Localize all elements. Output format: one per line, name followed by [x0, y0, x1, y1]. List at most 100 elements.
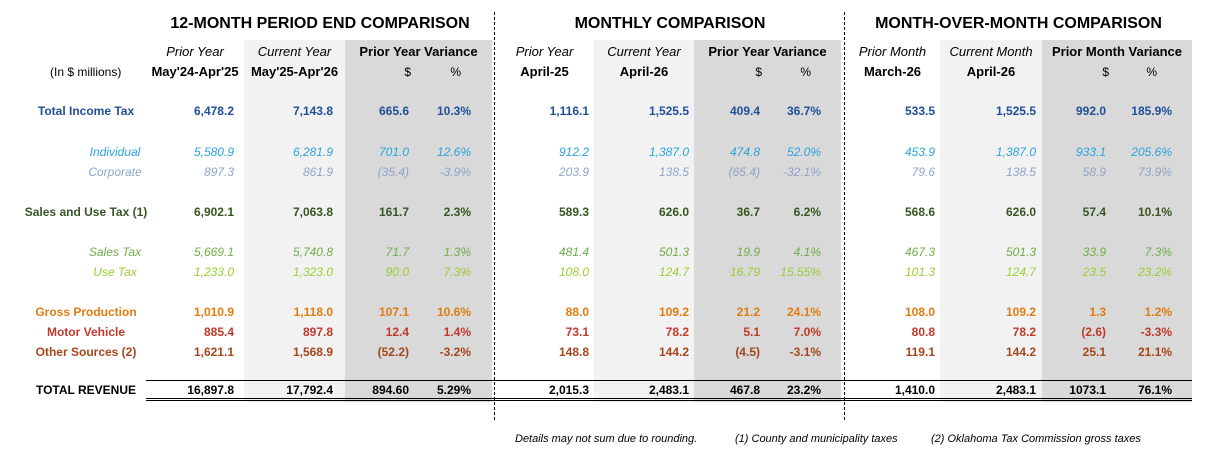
cell-sales_use-2: 161.7: [378, 205, 409, 219]
cell-gross-9: 109.2: [1005, 305, 1036, 319]
cell-gross-3: 10.6%: [436, 305, 471, 319]
cell-corporate-4: 203.9: [558, 165, 589, 179]
cell-sales_use-9: 626.0: [1005, 205, 1036, 219]
cell-gross-4: 88.0: [565, 305, 589, 319]
cell-corporate-1: 861.9: [302, 165, 333, 179]
cell-individual-6: 474.8: [729, 145, 760, 159]
row-label-use: Use Tax: [93, 265, 137, 279]
cell-corporate-6: (65.4): [728, 165, 760, 179]
cell-income-0: 6,478.2: [193, 104, 234, 118]
mom-current-shade: [940, 40, 1042, 402]
cell-sales-3: 1.3%: [443, 245, 471, 259]
cell-sales_use-7: 6.2%: [793, 205, 821, 219]
section-divider: [494, 12, 495, 420]
cell-use-11: 23.2%: [1137, 265, 1172, 279]
cell-motor-5: 78.2: [665, 325, 689, 339]
row-label-total: TOTAL REVENUE: [35, 383, 136, 397]
cell-use-6: 16.79: [729, 265, 760, 279]
cell-use-2: 90.0: [385, 265, 409, 279]
units-label: (In $ millions): [50, 65, 122, 79]
cell-corporate-7: -32.1%: [782, 165, 821, 179]
cell-gross-0: 1,010.9: [193, 305, 234, 319]
cell-sales_use-11: 10.1%: [1137, 205, 1172, 219]
row-label-motor: Motor Vehicle: [46, 325, 126, 339]
cell-corporate-8: 79.6: [911, 165, 935, 179]
cell-individual-9: 1,387.0: [995, 145, 1036, 159]
cell-income-4: 1,116.1: [549, 104, 589, 118]
cell-individual-1: 6,281.9: [292, 145, 333, 159]
cell-income-6: 409.4: [729, 104, 760, 118]
cell-individual-10: 933.1: [1075, 145, 1106, 159]
cell-sales-11: 7.3%: [1144, 245, 1172, 259]
cell-motor-2: 12.4: [385, 325, 409, 339]
cell-individual-4: 912.2: [558, 145, 589, 159]
mom-dollar-header: $: [1102, 65, 1109, 79]
cell-individual-2: 701.0: [378, 145, 409, 159]
period-current-label: Current Year: [257, 44, 332, 59]
cell-sales-7: 4.1%: [793, 245, 821, 259]
cell-income-2: 665.6: [378, 104, 409, 118]
period-title: 12-MONTH PERIOD END COMPARISON: [170, 15, 470, 32]
monthly-prior-month: April-25: [520, 64, 569, 79]
cell-motor-6: 5.1: [743, 325, 760, 339]
cell-sales-1: 5,740.8: [292, 245, 333, 259]
monthly-current-shade: [594, 40, 694, 402]
cell-total-2: 894.60: [372, 383, 409, 397]
cell-use-3: 7.3%: [443, 265, 471, 279]
cell-sales-9: 501.3: [1005, 245, 1036, 259]
period-current-range: May'25-Apr'26: [250, 64, 339, 79]
cell-individual-11: 205.6%: [1131, 145, 1172, 159]
cell-use-5: 124.7: [658, 265, 689, 279]
footnote-2: (2) Oklahoma Tax Commission gross taxes: [931, 433, 1141, 445]
cell-total-10: 1073.1: [1069, 383, 1106, 397]
cell-use-10: 23.5: [1082, 265, 1106, 279]
mom-variance-shade: [1042, 40, 1192, 402]
cell-income-5: 1,525.5: [648, 104, 689, 118]
total-bottom-rule: [146, 398, 1192, 399]
cell-sales-5: 501.3: [658, 245, 689, 259]
cell-total-5: 2,483.1: [648, 383, 689, 397]
cell-corporate-5: 138.5: [658, 165, 689, 179]
cell-other-0: 1,621.1: [193, 345, 234, 359]
cell-gross-2: 107.1: [378, 305, 409, 319]
section-divider: [844, 12, 845, 420]
cell-total-4: 2,015.3: [548, 383, 589, 397]
cell-gross-8: 108.0: [904, 305, 935, 319]
cell-corporate-2: (35.4): [377, 165, 409, 179]
row-label-corporate: Corporate: [88, 165, 142, 179]
mom-current-label: Current Month: [949, 44, 1033, 59]
period-pct-header: %: [450, 65, 461, 79]
monthly-variance-label: Prior Year Variance: [708, 44, 827, 59]
cell-other-6: (4.5): [735, 345, 760, 359]
cell-total-0: 16,897.8: [187, 383, 234, 397]
cell-corporate-9: 138.5: [1005, 165, 1036, 179]
footnote-1: (1) County and municipality taxes: [735, 433, 898, 445]
cell-other-9: 144.2: [1005, 345, 1036, 359]
cell-sales-8: 467.3: [904, 245, 935, 259]
monthly-title: MONTHLY COMPARISON: [574, 15, 766, 32]
cell-income-8: 533.5: [904, 104, 935, 118]
cell-other-10: 25.1: [1082, 345, 1106, 359]
cell-gross-6: 21.2: [736, 305, 760, 319]
cell-income-9: 1,525.5: [995, 104, 1036, 118]
monthly-prior-label: Prior Year: [515, 44, 574, 59]
cell-total-8: 1,410.0: [894, 383, 935, 397]
mom-title: MONTH-OVER-MONTH COMPARISON: [875, 15, 1162, 32]
cell-other-1: 1,568.9: [292, 345, 333, 359]
cell-corporate-0: 897.3: [203, 165, 234, 179]
cell-sales_use-8: 568.6: [904, 205, 935, 219]
total-top-rule: [146, 380, 1192, 381]
row-label-other: Other Sources (2): [35, 345, 137, 359]
cell-motor-8: 80.8: [911, 325, 935, 339]
cell-individual-3: 12.6%: [436, 145, 471, 159]
cell-individual-5: 1,387.0: [648, 145, 689, 159]
period-variance-label: Prior Year Variance: [359, 44, 478, 59]
period-variance-shade: [345, 40, 492, 402]
row-label-individual: Individual: [89, 145, 141, 159]
cell-other-2: (52.2): [377, 345, 409, 359]
cell-sales_use-4: 589.3: [558, 205, 589, 219]
period-prior-label: Prior Year: [166, 44, 224, 59]
mom-prior-month: March-26: [863, 64, 922, 79]
cell-use-1: 1,323.0: [292, 265, 333, 279]
cell-gross-7: 24.1%: [786, 305, 821, 319]
